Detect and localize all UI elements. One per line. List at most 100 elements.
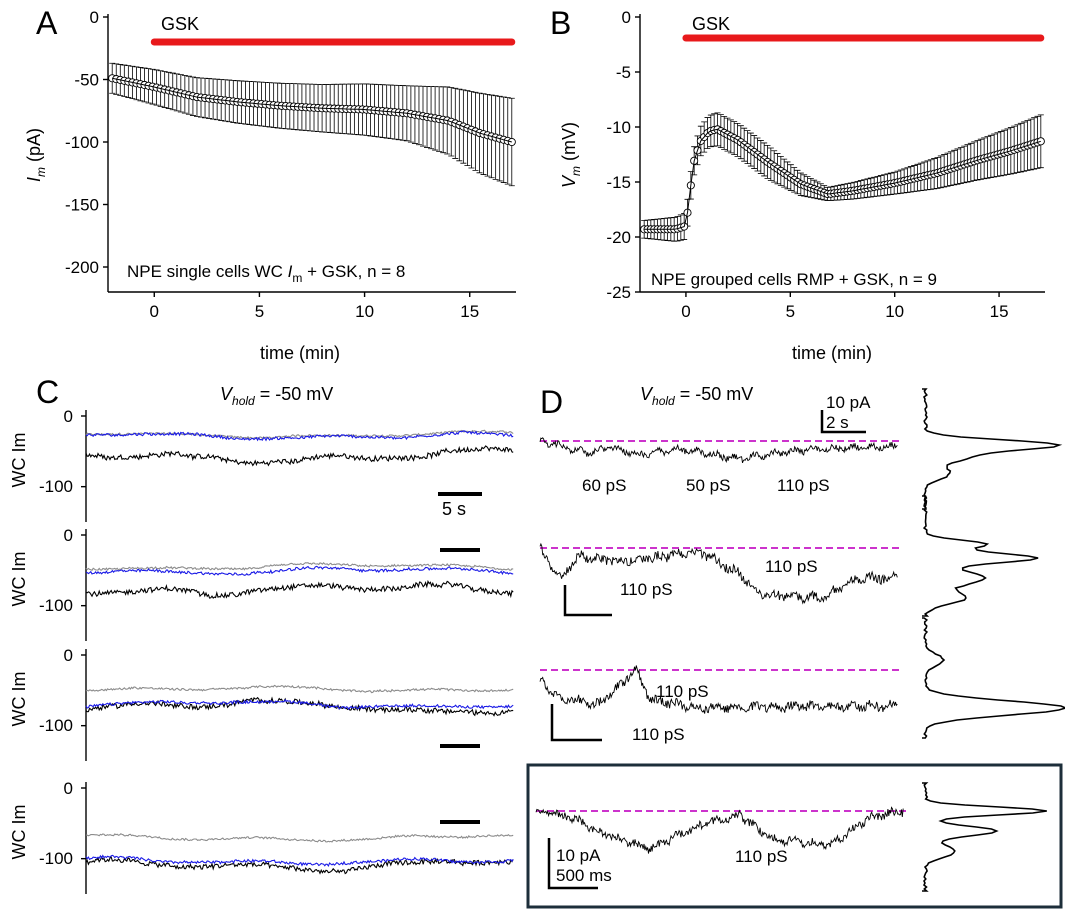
gray-current-trace: [85, 429, 514, 440]
scale-bar: [820, 410, 866, 434]
panel-a-x-label: time (min): [260, 343, 340, 363]
panel-a-y-tick: -100: [65, 133, 99, 152]
panel-a: A 0 -50 -100 -150 -200 0 5 10 15 time (m…: [24, 5, 516, 363]
panel-b-y-label: Vm (mV): [559, 122, 583, 188]
panel-a-drug-label: GSK: [161, 14, 199, 34]
panel-c-scale-label: 5 s: [442, 499, 466, 519]
scale-bar: [563, 585, 612, 617]
blue-current-trace: [85, 698, 514, 711]
panel-c-letter: C: [36, 374, 59, 410]
panel-c-y-tick: -100: [39, 716, 73, 735]
panel-d-letter: D: [540, 384, 563, 420]
panel-c-y-tick: -100: [39, 849, 73, 868]
channel-trace: [539, 437, 898, 464]
panel-c-y-tick: 0: [64, 407, 73, 426]
panel-c-y-label: WC Im: [9, 672, 29, 727]
panel-b: B 0 -5 -10 -15 -20 -25 0 5 10 15 time (m…: [550, 5, 1045, 363]
panel-a-y-tick: -150: [65, 196, 99, 215]
black-current-trace: [85, 445, 514, 467]
panel-d-conductance-label: 110 pS: [656, 682, 709, 701]
channel-trace: [539, 542, 898, 605]
channel-trace: [535, 806, 904, 854]
panel-a-x-tick: 15: [460, 302, 479, 321]
panel-b-letter: B: [550, 5, 571, 41]
panel-b-x-tick: 5: [786, 302, 795, 321]
panel-d-conductance-label: 110 pS: [620, 580, 673, 599]
panel-a-y-tick: 0: [90, 8, 99, 27]
panel-d-conductance-label: 110 pS: [765, 557, 818, 576]
panel-a-plot: [103, 14, 516, 297]
panel-c-y-tick: -100: [39, 477, 73, 496]
panel-c-row-3: 0 -100 WC Im: [9, 646, 73, 735]
scale-bar: [547, 838, 598, 890]
panel-b-x-tick: 15: [990, 302, 1009, 321]
panel-c-y-tick: 0: [64, 526, 73, 545]
panel-c-y-tick: 0: [64, 779, 73, 798]
panel-d-title: Vhold = -50 mV: [640, 384, 753, 408]
panel-d-scale-current: 10 pA: [826, 393, 871, 412]
single-channel-row: [539, 495, 1039, 617]
panel-d-scale-time: 2 s: [826, 413, 849, 432]
panel-d-conductance-label: 110 pS: [735, 847, 788, 866]
panel-b-y-tick: -20: [606, 228, 631, 247]
gray-current-trace: [85, 684, 514, 694]
trace-row: [81, 649, 514, 761]
panel-d-conductance-label: 110 pS: [632, 725, 685, 744]
panel-b-y-ticks: 0 -5 -10 -15 -20 -25: [606, 8, 631, 302]
panel-a-y-tick: -50: [74, 71, 99, 90]
blue-current-trace: [85, 565, 514, 576]
error-bars: [109, 62, 515, 187]
panel-a-letter: A: [36, 5, 58, 41]
single-channel-row: [535, 782, 1047, 892]
inset-frame: [526, 763, 1063, 909]
amplitude-histogram: [922, 495, 1039, 617]
panel-a-y-ticks: 0 -50 -100 -150 -200: [65, 8, 99, 277]
panel-c-y-label: WC Im: [9, 433, 29, 488]
panel-d-plot: [526, 388, 1065, 909]
panel-d: D Vhold = -50 mV 10 pA 2 s 60 pS 50 pS 1…: [526, 384, 1065, 909]
panel-a-x-tick: 10: [355, 302, 374, 321]
panel-a-x-tick: 0: [150, 302, 159, 321]
panel-a-annotation: NPE single cells WC Im + GSK, n = 8: [127, 262, 405, 285]
panel-c-title: Vhold = -50 mV: [220, 384, 333, 408]
mean-line: [644, 128, 1041, 230]
error-bars: [641, 112, 1044, 242]
panel-c-y-label: WC Im: [9, 552, 29, 607]
panel-b-y-tick: -25: [606, 283, 631, 302]
panel-b-x-tick: 0: [681, 302, 690, 321]
panel-b-y-tick: 0: [622, 8, 631, 27]
panel-b-annotation: NPE grouped cells RMP + GSK, n = 9: [651, 270, 937, 289]
panel-a-y-label: Im (pA): [24, 128, 48, 182]
gray-current-trace: [85, 833, 514, 843]
scale-bar: [550, 704, 602, 742]
single-channel-row: [539, 388, 1063, 510]
channel-trace: [539, 665, 898, 714]
panel-b-y-tick: -5: [616, 63, 631, 82]
amplitude-histogram: [922, 617, 1065, 739]
trace-row: [81, 410, 514, 522]
panel-d-inset-scale-time: 500 ms: [556, 866, 612, 885]
panel-a-x-ticks: 0 5 10 15: [150, 302, 480, 321]
panel-b-x-label: time (min): [792, 343, 872, 363]
single-channel-row: [539, 617, 1065, 739]
black-current-trace: [85, 696, 514, 717]
panel-d-conductance-label: 110 pS: [777, 476, 830, 495]
panel-c-plot: [81, 410, 514, 894]
panel-c-row-2: 0 -100 WC Im: [9, 526, 73, 615]
panel-c-y-tick: -100: [39, 596, 73, 615]
panel-a-y-tick: -200: [65, 258, 99, 277]
panel-d-inset-scale-current: 10 pA: [556, 846, 601, 865]
panel-d-conductance-label: 60 pS: [582, 476, 626, 495]
panel-b-x-tick: 10: [885, 302, 904, 321]
panel-c: C Vhold = -50 mV 0 -100 WC Im 5 s 0 -100…: [9, 374, 514, 894]
data-markers: [108, 74, 516, 147]
black-current-trace: [85, 579, 514, 599]
panel-c-y-tick: 0: [64, 646, 73, 665]
panel-b-drug-label: GSK: [692, 14, 730, 34]
panel-b-y-tick: -10: [606, 118, 631, 137]
mean-line: [112, 77, 512, 143]
panel-b-plot: [635, 14, 1045, 297]
trace-row: [81, 529, 514, 641]
panel-a-x-tick: 5: [255, 302, 264, 321]
